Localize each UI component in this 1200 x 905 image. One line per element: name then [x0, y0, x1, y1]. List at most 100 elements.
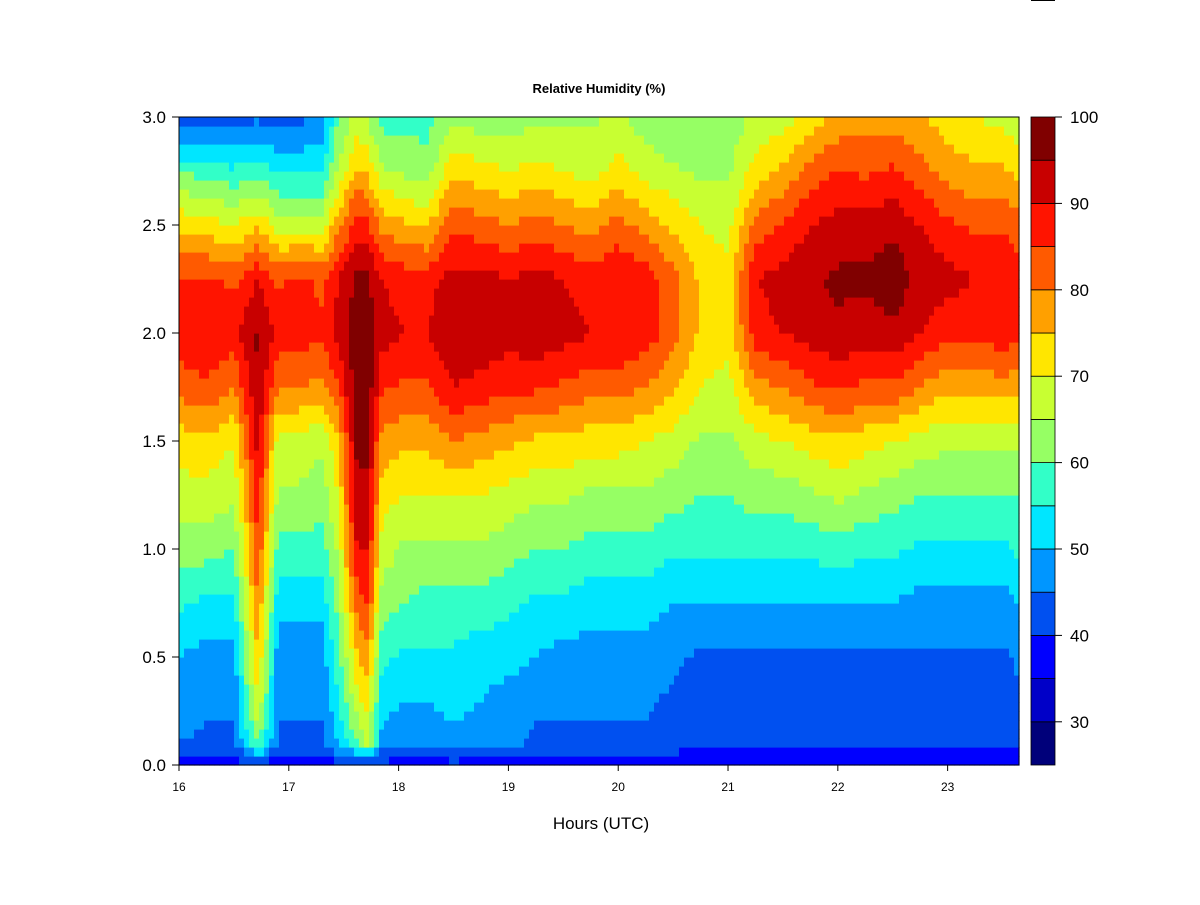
- heatmap-cell: [384, 432, 390, 442]
- heatmap-cell: [439, 666, 445, 676]
- heatmap-cell: [464, 288, 470, 298]
- heatmap-cell: [229, 720, 235, 730]
- heatmap-cell: [469, 306, 475, 316]
- heatmap-cell: [474, 504, 480, 514]
- heatmap-cell: [284, 387, 290, 397]
- heatmap-cell: [384, 540, 390, 550]
- heatmap-cell: [364, 711, 370, 721]
- heatmap-cell: [394, 450, 400, 460]
- heatmap-cell: [319, 378, 325, 388]
- heatmap-cell: [449, 450, 455, 460]
- heatmap-cell: [464, 351, 470, 361]
- heatmap-cell: [404, 612, 410, 622]
- heatmap-cell: [309, 162, 315, 172]
- heatmap-cell: [484, 189, 490, 199]
- heatmap-cell: [329, 468, 335, 478]
- heatmap-cell: [184, 621, 190, 631]
- heatmap-cell: [314, 216, 320, 226]
- heatmap-cell: [279, 135, 285, 145]
- heatmap-cell: [369, 369, 375, 379]
- heatmap-cell: [289, 513, 295, 523]
- heatmap-cell: [374, 486, 380, 496]
- heatmap-cell: [494, 216, 500, 226]
- heatmap-cell: [314, 513, 320, 523]
- heatmap-cell: [344, 477, 350, 487]
- heatmap-cell: [204, 495, 210, 505]
- heatmap-cell: [514, 351, 520, 361]
- heatmap-cell: [239, 747, 245, 757]
- heatmap-cell: [384, 531, 390, 541]
- heatmap-cell: [274, 576, 280, 586]
- heatmap-cell: [359, 441, 365, 451]
- heatmap-cell: [224, 495, 230, 505]
- heatmap-cell: [484, 675, 490, 685]
- heatmap-cell: [264, 549, 270, 559]
- heatmap-cell: [209, 558, 215, 568]
- heatmap-cell: [284, 756, 290, 766]
- heatmap-cell: [499, 117, 505, 127]
- heatmap-cell: [514, 126, 520, 136]
- heatmap-cell: [269, 666, 275, 676]
- heatmap-cell: [329, 594, 335, 604]
- heatmap-cell: [414, 549, 420, 559]
- heatmap-cell: [214, 486, 220, 496]
- heatmap-cell: [364, 225, 370, 235]
- heatmap-cell: [279, 189, 285, 199]
- heatmap-cell: [514, 243, 520, 253]
- heatmap-cell: [244, 441, 250, 451]
- heatmap-cell: [359, 693, 365, 703]
- heatmap-cell: [259, 324, 265, 334]
- heatmap-cell: [349, 279, 355, 289]
- heatmap-cell: [224, 648, 230, 658]
- heatmap-cell: [314, 369, 320, 379]
- heatmap-cell: [269, 522, 275, 532]
- heatmap-cell: [419, 441, 425, 451]
- heatmap-cell: [259, 702, 265, 712]
- heatmap-cell: [374, 333, 380, 343]
- heatmap-cell: [319, 414, 325, 424]
- heatmap-cell: [194, 666, 200, 676]
- heatmap-cell: [279, 603, 285, 613]
- heatmap-cell: [364, 279, 370, 289]
- heatmap-cell: [349, 126, 355, 136]
- heatmap-cell: [374, 648, 380, 658]
- heatmap-cell: [449, 135, 455, 145]
- heatmap-cell: [519, 522, 525, 532]
- heatmap-cell: [379, 252, 385, 262]
- heatmap-cell: [494, 162, 500, 172]
- heatmap-cell: [239, 288, 245, 298]
- heatmap-cell: [254, 549, 260, 559]
- heatmap-cell: [294, 180, 300, 190]
- heatmap-cell: [464, 594, 470, 604]
- heatmap-cell: [369, 594, 375, 604]
- heatmap-cell: [199, 729, 205, 739]
- heatmap-cell: [294, 675, 300, 685]
- heatmap-cell: [284, 378, 290, 388]
- heatmap-cell: [219, 729, 225, 739]
- heatmap-cell: [209, 747, 215, 757]
- heatmap-cell: [284, 207, 290, 217]
- heatmap-cell: [359, 396, 365, 406]
- heatmap-cell: [299, 513, 305, 523]
- heatmap-cell: [354, 720, 360, 730]
- heatmap-cell: [399, 369, 405, 379]
- heatmap-cell: [209, 729, 215, 739]
- heatmap-cell: [184, 612, 190, 622]
- heatmap-cell: [419, 657, 425, 667]
- heatmap-cell: [189, 639, 195, 649]
- heatmap-cell: [394, 720, 400, 730]
- heatmap-cell: [304, 180, 310, 190]
- heatmap-cell: [279, 648, 285, 658]
- heatmap-cell: [254, 675, 260, 685]
- heatmap-cell: [409, 621, 415, 631]
- heatmap-cell: [304, 693, 310, 703]
- heatmap-cell: [284, 342, 290, 352]
- heatmap-cell: [419, 126, 425, 136]
- heatmap-cell: [449, 378, 455, 388]
- heatmap-cell: [244, 612, 250, 622]
- heatmap-cell: [344, 684, 350, 694]
- heatmap-cell: [249, 279, 255, 289]
- heatmap-cell: [429, 738, 435, 748]
- heatmap-cell: [259, 531, 265, 541]
- heatmap-cell: [439, 531, 445, 541]
